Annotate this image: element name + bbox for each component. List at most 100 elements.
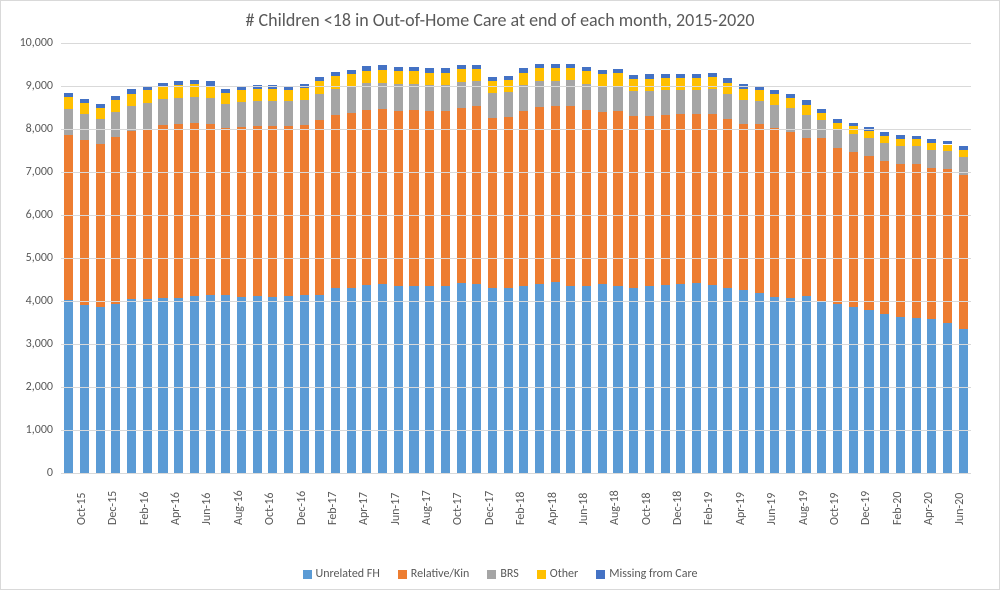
- bar-seg-missing: [206, 81, 215, 85]
- bar-seg-unrelated_fh: [613, 286, 622, 473]
- bar-seg-relative_kin: [613, 111, 622, 286]
- bar-seg-missing: [708, 73, 717, 77]
- bar-seg-unrelated_fh: [566, 286, 575, 473]
- grid-line: [61, 129, 971, 130]
- y-tick-label: 6,000: [1, 208, 53, 222]
- bar-seg-other: [206, 86, 215, 98]
- bar-seg-missing: [613, 69, 622, 73]
- bar-seg-missing: [880, 132, 889, 135]
- bar-seg-unrelated_fh: [833, 304, 842, 473]
- bar-seg-unrelated_fh: [127, 299, 136, 473]
- x-tick-label: Feb-18: [514, 492, 528, 525]
- bar-seg-other: [927, 143, 936, 150]
- bar-seg-missing: [959, 146, 968, 149]
- bar-seg-missing: [504, 76, 513, 80]
- x-tick-label: Aug-16: [232, 490, 246, 525]
- bar-seg-relative_kin: [190, 123, 199, 296]
- bar-seg-relative_kin: [519, 111, 528, 286]
- bar-seg-other: [300, 88, 309, 100]
- bar-seg-relative_kin: [755, 124, 764, 293]
- x-tick-label: Apr-20: [922, 492, 936, 525]
- x-labels-layer: Oct-15Dec-15Feb-16Apr-16Jun-16Aug-16Oct-…: [61, 477, 971, 547]
- bar-seg-other: [849, 126, 858, 133]
- bar-seg-brs: [300, 100, 309, 125]
- bar-seg-other: [645, 79, 654, 91]
- bar-seg-brs: [645, 91, 654, 116]
- bar-seg-brs: [598, 86, 607, 112]
- bar-seg-other: [551, 68, 560, 80]
- grid-line: [61, 344, 971, 345]
- bar-seg-unrelated_fh: [598, 284, 607, 473]
- bar-seg-missing: [488, 77, 497, 81]
- bar-seg-relative_kin: [394, 111, 403, 286]
- bar-seg-unrelated_fh: [284, 296, 293, 473]
- x-tick-label: Aug-18: [608, 490, 622, 525]
- bar-seg-brs: [315, 94, 324, 120]
- bar-seg-other: [237, 90, 246, 102]
- bar-seg-unrelated_fh: [378, 284, 387, 473]
- bar-seg-relative_kin: [912, 164, 921, 318]
- bar-seg-other: [739, 89, 748, 100]
- bar-seg-relative_kin: [927, 168, 936, 319]
- bar-seg-missing: [190, 80, 199, 84]
- bar-seg-brs: [770, 105, 779, 129]
- bar-seg-relative_kin: [864, 156, 873, 310]
- bar-seg-other: [127, 94, 136, 106]
- bar-seg-unrelated_fh: [488, 288, 497, 473]
- x-tick-label: Oct-16: [263, 492, 277, 525]
- bar-seg-brs: [284, 101, 293, 126]
- bar-seg-brs: [347, 87, 356, 113]
- bar-seg-missing: [661, 74, 670, 78]
- bar-seg-missing: [833, 119, 842, 122]
- y-tick-label: 2,000: [1, 380, 53, 394]
- bar-seg-brs: [80, 114, 89, 139]
- bar-seg-missing: [770, 90, 779, 94]
- bar-seg-other: [880, 136, 889, 143]
- bar-seg-other: [535, 68, 544, 80]
- bar-seg-unrelated_fh: [158, 298, 167, 473]
- bar-seg-missing: [472, 65, 481, 69]
- bar-seg-missing: [127, 89, 136, 93]
- bar-seg-missing: [409, 67, 418, 71]
- bar-seg-brs: [676, 90, 685, 115]
- bar-seg-brs: [927, 150, 936, 168]
- bar-seg-other: [755, 90, 764, 101]
- bar-seg-other: [143, 90, 152, 102]
- grid-line: [61, 43, 971, 44]
- bar-seg-other: [64, 97, 73, 109]
- bar-seg-brs: [708, 89, 717, 114]
- y-tick-label: 7,000: [1, 165, 53, 179]
- bar-seg-relative_kin: [880, 161, 889, 314]
- bar-seg-unrelated_fh: [943, 323, 952, 474]
- legend-item-unrelated_fh: Unrelated FH: [303, 567, 380, 581]
- y-tick-label: 5,000: [1, 251, 53, 265]
- bar-seg-unrelated_fh: [927, 319, 936, 473]
- bar-seg-relative_kin: [300, 125, 309, 296]
- bar-seg-other: [582, 71, 591, 83]
- bar-seg-relative_kin: [221, 128, 230, 296]
- bar-seg-unrelated_fh: [331, 288, 340, 473]
- bar-seg-unrelated_fh: [896, 317, 905, 473]
- bar-seg-missing: [896, 135, 905, 138]
- bar-seg-relative_kin: [80, 140, 89, 306]
- bar-seg-relative_kin: [770, 128, 779, 297]
- bar-seg-missing: [378, 65, 387, 69]
- bar-seg-relative_kin: [645, 116, 654, 287]
- bar-seg-missing: [802, 100, 811, 104]
- bar-seg-missing: [927, 139, 936, 142]
- bar-seg-other: [394, 71, 403, 84]
- x-tick-label: Jun-18: [577, 493, 591, 525]
- bar-seg-brs: [221, 104, 230, 128]
- x-tick-label: Dec-19: [859, 491, 873, 525]
- x-tick-label: Jun-20: [953, 493, 967, 525]
- bar-seg-unrelated_fh: [362, 285, 371, 473]
- bar-seg-relative_kin: [817, 138, 826, 301]
- bar-seg-missing: [519, 68, 528, 72]
- grid-line: [61, 387, 971, 388]
- x-tick-label: Dec-17: [483, 491, 497, 525]
- bar-seg-unrelated_fh: [394, 286, 403, 473]
- bar-seg-missing: [598, 70, 607, 74]
- bar-seg-relative_kin: [331, 115, 340, 288]
- chart-container: # Children <18 in Out-of-Home Care at en…: [0, 0, 1000, 590]
- bar-seg-relative_kin: [143, 129, 152, 300]
